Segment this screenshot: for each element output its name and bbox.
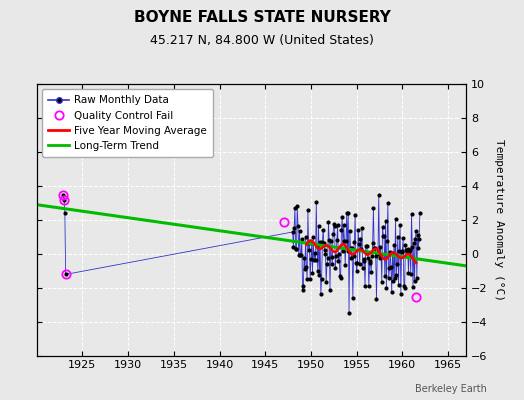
Text: BOYNE FALLS STATE NURSERY: BOYNE FALLS STATE NURSERY xyxy=(134,10,390,25)
Y-axis label: Temperature Anomaly (°C): Temperature Anomaly (°C) xyxy=(494,139,505,301)
Legend: Raw Monthly Data, Quality Control Fail, Five Year Moving Average, Long-Term Tren: Raw Monthly Data, Quality Control Fail, … xyxy=(42,89,213,157)
Text: 45.217 N, 84.800 W (United States): 45.217 N, 84.800 W (United States) xyxy=(150,34,374,47)
Text: Berkeley Earth: Berkeley Earth xyxy=(416,384,487,394)
